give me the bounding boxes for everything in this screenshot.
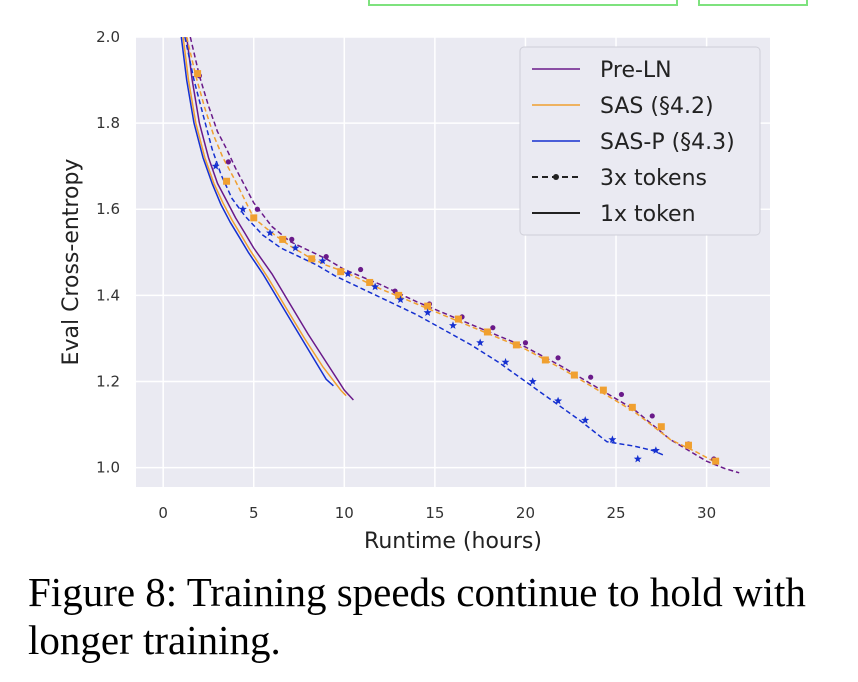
- data-point-pre-ln: [289, 236, 295, 242]
- data-point-sas-p-4-3: [476, 338, 485, 347]
- series-line-sas-4-2-solid: [182, 37, 347, 397]
- data-point-sas-4-2: [395, 291, 403, 299]
- data-point-pre-ln: [649, 413, 655, 419]
- data-point-sas-p-4-3: [581, 416, 590, 424]
- data-point-sas-4-2: [424, 302, 432, 310]
- series-line-pre-ln-solid: [185, 37, 354, 401]
- series-line-sas-p-4-3-dashed: [184, 37, 666, 457]
- data-point-sas-4-2: [337, 268, 345, 276]
- caption-label: Figure 8:: [28, 569, 178, 615]
- top-highlight-box-left: [368, 0, 678, 6]
- x-tick-label: 15: [425, 504, 444, 522]
- legend-label-3x-tokens: 3x tokens: [600, 166, 707, 191]
- legend-box: [519, 46, 761, 236]
- data-point-sas-4-2: [194, 70, 202, 78]
- data-point-sas-4-2: [223, 177, 231, 185]
- data-point-sas-p-4-3: [343, 269, 352, 278]
- x-tick-labels: 0 5 10 15 20 25 30: [158, 504, 716, 522]
- data-point-sas-p-4-3: [608, 435, 617, 443]
- data-point-sas-4-2: [250, 214, 258, 222]
- y-tick-label: 2.0: [96, 28, 120, 46]
- data-point-sas-p-4-3: [266, 228, 274, 237]
- data-point-sas-p-4-3: [633, 454, 642, 463]
- x-tick-label: 0: [158, 504, 168, 522]
- data-point-sas-p-4-3: [318, 256, 327, 265]
- data-point-sas-p-4-3: [238, 205, 247, 213]
- y-axis-label: Eval Cross-entropy: [59, 159, 84, 366]
- data-point-sas-4-2: [454, 315, 462, 323]
- data-point-pre-ln: [323, 254, 329, 260]
- data-point-pre-ln: [358, 266, 364, 273]
- y-tick-label: 1.2: [96, 372, 120, 390]
- x-tick-label: 25: [606, 504, 625, 522]
- x-axis-label: Runtime (hours): [364, 529, 542, 554]
- top-highlight-box-right: [698, 0, 808, 6]
- data-point-pre-ln: [254, 206, 260, 212]
- y-tick-label: 1.4: [96, 286, 120, 304]
- data-point-sas-p-4-3: [651, 446, 660, 454]
- data-point-sas-p-4-3: [449, 321, 457, 329]
- data-point-sas-4-2: [308, 255, 316, 263]
- data-point-pre-ln: [618, 391, 625, 398]
- data-point-sas-4-2: [512, 341, 520, 349]
- legend-label-pre-ln: Pre-LN: [600, 58, 672, 83]
- y-tick-label: 1.0: [96, 459, 120, 477]
- data-point-sas-4-2: [366, 278, 374, 286]
- data-point-sas-p-4-3: [396, 295, 405, 304]
- data-point-sas-4-2: [599, 386, 607, 394]
- data-point-sas-4-2: [712, 457, 720, 465]
- data-point-sas-4-2: [483, 328, 491, 336]
- x-tick-label: 5: [249, 504, 259, 522]
- series-markers: [194, 70, 720, 465]
- legend-label-1x-token: 1x token: [600, 202, 696, 227]
- series-line-sas-4-2-dashed: [185, 37, 717, 464]
- data-point-sas-p-4-3: [291, 243, 300, 252]
- data-point-sas-4-2: [279, 235, 287, 243]
- data-point-sas-4-2: [684, 441, 692, 449]
- series-line-pre-ln-dashed: [189, 37, 740, 474]
- data-point-sas-p-4-3: [554, 396, 563, 405]
- y-tick-label: 1.6: [96, 200, 120, 218]
- data-point-sas-p-4-3: [211, 162, 220, 170]
- data-point-sas-4-2: [628, 403, 636, 411]
- data-point-sas-p-4-3: [501, 357, 510, 366]
- x-tick-label: 20: [516, 504, 535, 522]
- data-point-sas-p-4-3: [528, 377, 537, 385]
- legend-label-sas: SAS (§4.2): [600, 94, 714, 119]
- y-tick-labels: 1.0 1.2 1.4 1.6 1.8 2.0: [96, 28, 120, 477]
- data-point-sas-p-4-3: [371, 282, 380, 291]
- x-tick-label: 10: [335, 504, 354, 522]
- series-line-sas-p-4-3-solid: [180, 37, 334, 387]
- data-point-pre-ln: [490, 325, 496, 331]
- figure-caption: Figure 8: Training speeds continue to ho…: [28, 568, 848, 664]
- legend-label-sas-p: SAS-P (§4.3): [600, 130, 735, 155]
- data-point-sas-4-2: [541, 356, 549, 364]
- data-point-pre-ln: [555, 355, 561, 361]
- data-point-sas-p-4-3: [423, 308, 432, 316]
- x-tick-label: 30: [697, 504, 716, 522]
- legend-marker-3x-tokens: [553, 174, 559, 180]
- caption-text: Training speeds continue to hold with lo…: [28, 569, 806, 663]
- data-point-pre-ln: [225, 159, 231, 165]
- line-chart: 0 5 10 15 20 25 30 1.0 1.2 1.4 1.6 1.8 2.0 Runtime …: [59, 28, 770, 554]
- data-point-pre-ln: [522, 340, 529, 346]
- legend: Pre-LN SAS (§4.2) SAS-P (§4.3) 3x tokens…: [519, 46, 761, 236]
- data-point-sas-4-2: [657, 423, 665, 431]
- data-point-pre-ln: [588, 374, 594, 380]
- y-tick-label: 1.8: [96, 114, 120, 132]
- series-lines: [180, 37, 740, 474]
- data-point-sas-4-2: [570, 371, 578, 379]
